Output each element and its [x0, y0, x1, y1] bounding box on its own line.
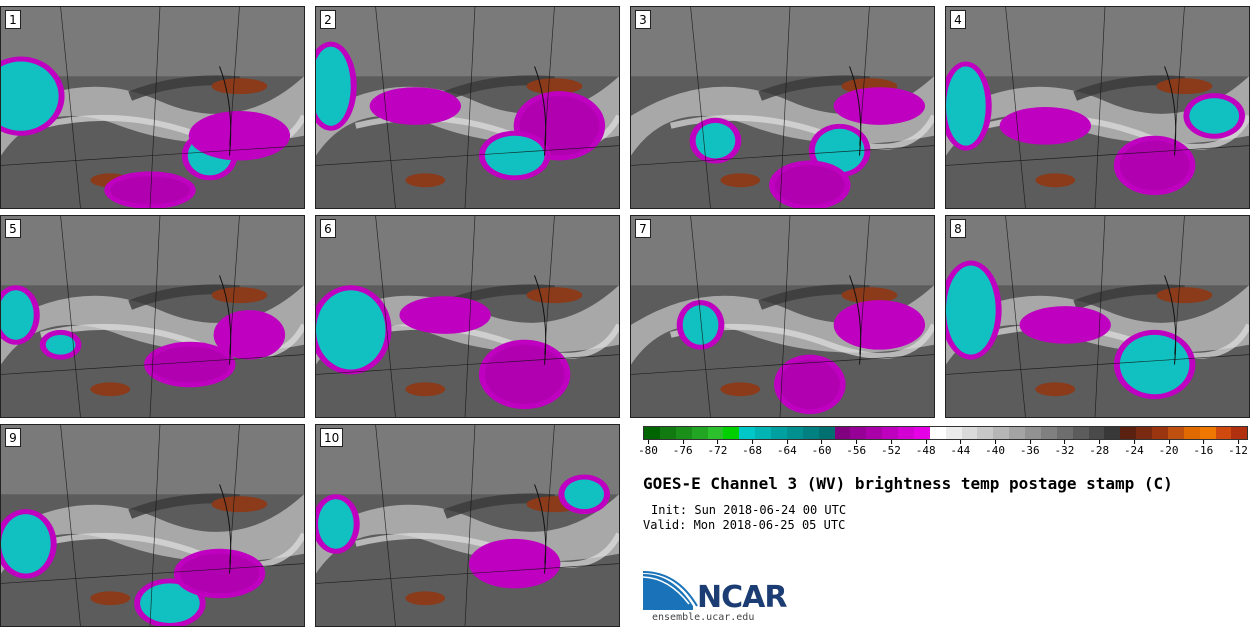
ncar-logo-icon — [643, 571, 698, 610]
colorbar-tick-label: -32 — [1055, 440, 1074, 457]
colorbar-tick-label: -28 — [1089, 440, 1109, 457]
colorbar — [643, 426, 1248, 440]
colorbar-swatch — [977, 427, 994, 439]
stamp-panel-7: 7 — [630, 215, 935, 418]
colorbar-swatch — [1120, 427, 1137, 439]
colorbar-swatch — [913, 427, 930, 439]
colorbar-swatch — [1088, 427, 1105, 439]
colorbar-swatch — [818, 427, 835, 439]
stamp-panel-3: 3 — [630, 6, 935, 209]
panel-number-label: 6 — [320, 219, 336, 238]
panel-number-label: 9 — [5, 428, 21, 447]
colorbar-swatch — [675, 427, 692, 439]
colorbar-swatch — [691, 427, 708, 439]
colorbar-tick-label: -80 — [638, 440, 658, 457]
stamp-panel-2: 2 — [315, 6, 620, 209]
colorbar-ticks: -80 -76 -72 -68 -64 -60 -56 -52 -48 -44 -40 -36 -32-… — [638, 440, 1248, 460]
colorbar-swatch — [882, 427, 898, 439]
colorbar-swatch — [1183, 427, 1200, 439]
colorbar-swatch — [1072, 427, 1089, 439]
colorbar-swatch — [1231, 427, 1248, 439]
colorbar-swatch — [786, 427, 803, 439]
colorbar-tick-label: -68 — [742, 440, 762, 457]
colorbar-swatch — [1152, 427, 1168, 439]
colorbar-tick-label: -24 — [1124, 440, 1144, 457]
stamp-panel-10: 10 — [315, 424, 620, 627]
colorbar-swatch — [739, 427, 756, 439]
colorbar-swatch — [707, 427, 724, 439]
stamp-panel-9: 9 — [0, 424, 305, 627]
colorbar-swatch — [929, 427, 946, 439]
colorbar-swatch — [723, 427, 740, 439]
colorbar-swatch — [1025, 427, 1041, 439]
colorbar-tick-label: -64 — [777, 440, 797, 457]
colorbar-swatch — [993, 427, 1010, 439]
colorbar-tick-label: -56 — [846, 440, 866, 457]
init-time: Init: Sun 2018-06-24 00 UTC — [651, 503, 847, 517]
colorbar-swatch — [898, 427, 914, 439]
panel-number-label: 10 — [320, 428, 344, 447]
colorbar-swatch — [771, 427, 787, 439]
panel-number-label: 2 — [320, 10, 336, 29]
colorbar-swatch — [961, 427, 978, 439]
panel-number-label: 8 — [950, 219, 966, 238]
panel-number-label: 7 — [635, 219, 651, 238]
stamp-panel-1: 1 — [0, 6, 305, 209]
panel-number-label: 4 — [950, 10, 966, 29]
colorbar-swatch — [834, 427, 851, 439]
colorbar-tick-label: -76 — [673, 440, 693, 457]
colorbar-swatch — [1009, 427, 1025, 439]
panel-number-label: 3 — [635, 10, 651, 29]
colorbar-tick-label: -60 — [812, 440, 831, 457]
stamp-panel-6: 6 — [315, 215, 620, 418]
colorbar-swatch — [850, 427, 867, 439]
stamp-panel-4: 4 — [945, 6, 1250, 209]
colorbar-tick-label: -40 — [985, 440, 1005, 457]
colorbar-swatch — [659, 427, 676, 439]
ncar-logo-text: NCAR — [697, 580, 787, 615]
figure-title: GOES-E Channel 3 (WV) brightness temp po… — [643, 474, 1173, 493]
colorbar-swatch — [1056, 427, 1073, 439]
colorbar-tick-label: -44 — [950, 440, 970, 457]
colorbar-tick-label: -72 — [707, 440, 727, 457]
stamp-panel-5: 5 — [0, 215, 305, 418]
colorbar-swatch — [945, 427, 962, 439]
colorbar-tick-label: -52 — [881, 440, 901, 457]
colorbar-swatch — [644, 427, 660, 439]
colorbar-tick-label: -12 — [1228, 440, 1248, 457]
colorbar-tick-label: -36 — [1020, 440, 1040, 457]
colorbar-tick-label: -48 — [916, 440, 936, 457]
logo-url: ensemble.ucar.edu — [652, 612, 755, 623]
panel-number-label: 5 — [5, 219, 21, 238]
colorbar-swatch — [1104, 427, 1121, 439]
colorbar-swatch — [1199, 427, 1216, 439]
colorbar-swatch — [1136, 427, 1152, 439]
colorbar-swatch — [755, 427, 771, 439]
valid-time: Valid: Mon 2018-06-25 05 UTC — [643, 518, 846, 532]
panel-number-label: 1 — [5, 10, 21, 29]
colorbar-swatch — [1040, 427, 1057, 439]
colorbar-swatch — [1215, 427, 1232, 439]
stamp-panel-8: 8 — [945, 215, 1250, 418]
colorbar-swatch — [1167, 427, 1184, 439]
colorbar-tick-label: -16 — [1193, 440, 1213, 457]
colorbar-swatch — [802, 427, 819, 439]
colorbar-tick-label: -20 — [1159, 440, 1179, 457]
colorbar-swatch — [866, 427, 883, 439]
